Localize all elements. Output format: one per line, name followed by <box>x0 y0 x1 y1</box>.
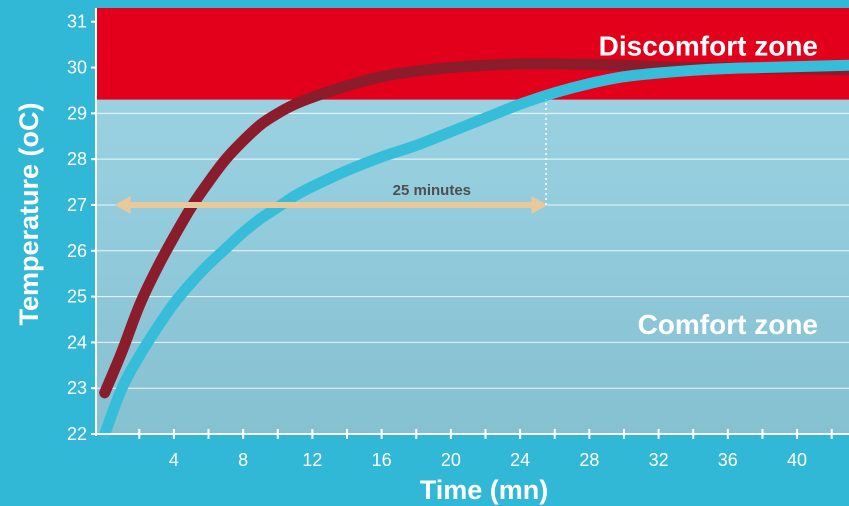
duration-arrow-head-right <box>531 195 548 214</box>
discomfort-zone-label: Discomfort zone <box>599 31 818 62</box>
y-tick-label: 24 <box>67 332 87 352</box>
duration-arrow-head-left <box>114 195 131 214</box>
comfort-zone-label: Comfort zone <box>638 309 818 340</box>
y-axis-title: Temperature (oC) <box>14 102 44 325</box>
y-tick-label: 31 <box>67 12 87 32</box>
x-tick-label: 12 <box>302 450 322 470</box>
y-tick-label: 29 <box>67 103 87 123</box>
x-tick-label: 8 <box>238 450 248 470</box>
zone-band-discomfort <box>96 8 849 100</box>
series-line-light <box>99 59 849 440</box>
x-tick-label: 16 <box>372 450 392 470</box>
x-axis-title: Time (mn) <box>420 475 549 505</box>
x-tick-label: 4 <box>169 450 179 470</box>
x-tick-label: 24 <box>510 450 530 470</box>
y-tick-label: 28 <box>67 149 87 169</box>
y-tick-label: 22 <box>67 424 87 444</box>
y-tick-label: 27 <box>67 195 87 215</box>
x-tick-label: 40 <box>787 450 807 470</box>
duration-label: 25 minutes <box>393 182 471 199</box>
y-tick-label: 26 <box>67 241 87 261</box>
x-tick-label: 28 <box>579 450 599 470</box>
y-tick-label: 23 <box>67 378 87 398</box>
x-tick-label: 36 <box>718 450 738 470</box>
x-tick-label: 20 <box>441 450 461 470</box>
y-tick-label: 30 <box>67 58 87 78</box>
y-tick-label: 25 <box>67 287 87 307</box>
x-tick-label: 32 <box>649 450 669 470</box>
